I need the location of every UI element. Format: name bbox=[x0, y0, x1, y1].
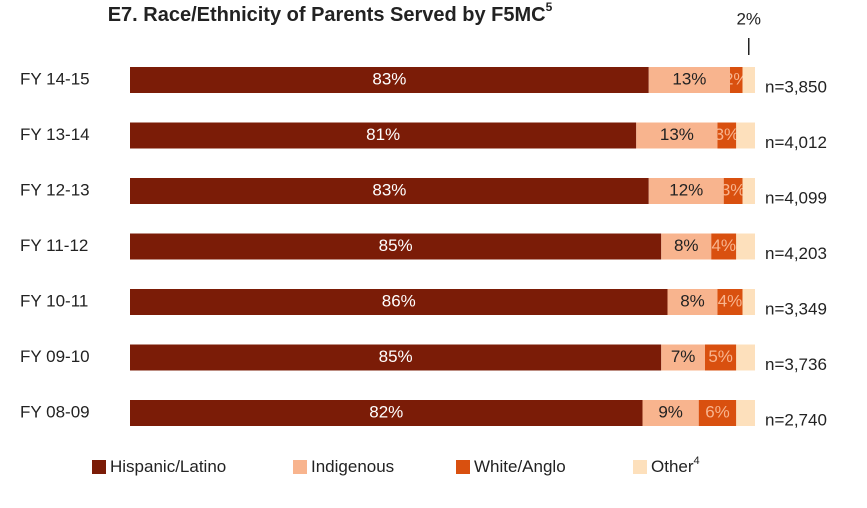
category-label: FY 08-09 bbox=[20, 402, 90, 421]
legend-swatch bbox=[293, 460, 307, 474]
bar-segment bbox=[736, 400, 755, 426]
value-label: 5% bbox=[708, 347, 733, 366]
value-label: 8% bbox=[680, 291, 705, 310]
n-label: n=4,203 bbox=[765, 244, 827, 263]
bar-segment bbox=[723, 178, 743, 204]
legend-label: Other4 bbox=[651, 455, 700, 477]
value-label: 13% bbox=[672, 69, 706, 88]
n-label: n=3,850 bbox=[765, 77, 827, 96]
value-label: 83% bbox=[372, 180, 406, 199]
bar-segment bbox=[130, 400, 643, 426]
legend-text: Hispanic/Latino bbox=[110, 457, 226, 476]
value-label: 3% bbox=[715, 125, 740, 144]
bar-segment bbox=[742, 289, 755, 315]
value-label: 81% bbox=[366, 125, 400, 144]
legend-text: Other bbox=[651, 457, 694, 476]
n-label: n=4,099 bbox=[765, 188, 827, 207]
bar-segment bbox=[130, 67, 649, 93]
bar-segment bbox=[730, 67, 743, 93]
bar-segment bbox=[130, 122, 637, 149]
bar-segment bbox=[130, 178, 649, 204]
bar-segment bbox=[742, 67, 755, 93]
annotation: 2% bbox=[736, 9, 761, 28]
legend-swatch bbox=[633, 460, 647, 474]
legend-swatch bbox=[92, 460, 106, 474]
bar-segment bbox=[717, 122, 737, 149]
value-label: 7% bbox=[671, 347, 696, 366]
category-label: FY 13-14 bbox=[20, 125, 90, 144]
legend-label: White/Anglo bbox=[474, 457, 566, 476]
bar-segment bbox=[742, 178, 755, 204]
title-sup: 5 bbox=[546, 0, 553, 14]
value-label: 13% bbox=[660, 125, 694, 144]
category-label: FY 14-15 bbox=[20, 69, 90, 88]
chart-title: E7. Race/Ethnicity of Parents Served by … bbox=[108, 0, 553, 26]
legend-label: Indigenous bbox=[311, 457, 394, 476]
bar-segment bbox=[736, 344, 755, 371]
value-label: 3% bbox=[721, 180, 746, 199]
legend-swatch bbox=[456, 460, 470, 474]
n-label: n=4,012 bbox=[765, 133, 827, 152]
bar-segment bbox=[698, 400, 737, 426]
bar-segment bbox=[648, 178, 724, 204]
bar-segment bbox=[661, 233, 712, 260]
value-label: 4% bbox=[711, 236, 736, 255]
value-label: 2% bbox=[724, 69, 749, 88]
bar-segment bbox=[130, 344, 662, 371]
legend-label: Hispanic/Latino bbox=[110, 457, 226, 476]
category-label: FY 10-11 bbox=[20, 291, 88, 310]
value-label: 9% bbox=[658, 402, 683, 421]
bar-segment bbox=[130, 289, 668, 315]
title-text: E7. Race/Ethnicity of Parents Served by … bbox=[108, 4, 546, 26]
bar-segment bbox=[736, 122, 755, 149]
category-label: FY 12-13 bbox=[20, 180, 90, 199]
bar-segment bbox=[648, 67, 730, 93]
value-label: 4% bbox=[718, 291, 743, 310]
value-label: 85% bbox=[379, 347, 413, 366]
value-label: 12% bbox=[669, 180, 703, 199]
legend-text: Indigenous bbox=[311, 457, 394, 476]
value-label: 83% bbox=[372, 69, 406, 88]
value-label: 82% bbox=[369, 402, 403, 421]
bar-segment bbox=[636, 122, 718, 149]
bar-segment bbox=[130, 233, 662, 260]
category-label: FY 11-12 bbox=[20, 236, 88, 255]
value-label: 6% bbox=[705, 402, 730, 421]
bar-segment bbox=[667, 289, 718, 315]
n-label: n=3,736 bbox=[765, 355, 827, 374]
n-label: n=2,740 bbox=[765, 410, 827, 429]
value-label: 8% bbox=[674, 236, 699, 255]
bar-segment bbox=[642, 400, 699, 426]
legend-text: White/Anglo bbox=[474, 457, 566, 476]
bar-segment bbox=[736, 233, 755, 260]
bar-segment bbox=[717, 289, 743, 315]
n-label: n=3,349 bbox=[765, 299, 827, 318]
bar-segment bbox=[705, 344, 737, 371]
value-label: 85% bbox=[379, 236, 413, 255]
bar-segment bbox=[711, 233, 737, 260]
bar-segment bbox=[661, 344, 705, 371]
value-label: 86% bbox=[382, 291, 416, 310]
category-label: FY 09-10 bbox=[20, 347, 90, 366]
legend-sup: 4 bbox=[694, 455, 700, 467]
